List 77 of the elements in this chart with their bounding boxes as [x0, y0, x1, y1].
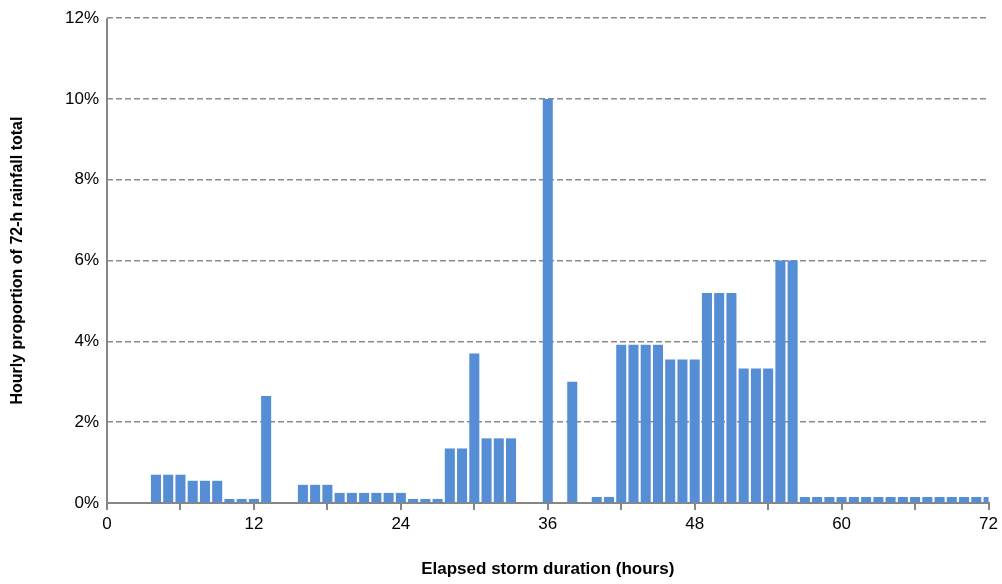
bar — [848, 496, 859, 503]
bar — [787, 260, 798, 503]
bar — [199, 480, 210, 503]
bar — [824, 496, 835, 503]
bar — [297, 484, 308, 503]
y-tick-label: 10% — [64, 88, 99, 108]
bar — [371, 492, 382, 503]
bar — [261, 395, 272, 503]
bar — [493, 438, 504, 503]
bar — [775, 260, 786, 503]
bar — [910, 496, 921, 503]
bar — [469, 353, 480, 503]
bar — [922, 496, 933, 503]
bar — [506, 438, 517, 503]
bar — [946, 496, 957, 503]
bar — [738, 368, 749, 503]
bar — [359, 492, 370, 503]
x-tick-label: 36 — [538, 513, 558, 533]
bar — [150, 474, 161, 503]
bar — [567, 381, 578, 503]
bar — [481, 438, 492, 503]
bar — [861, 496, 872, 503]
bar — [395, 492, 406, 503]
x-axis-title: Elapsed storm duration (hours) — [421, 559, 675, 579]
y-axis-title: Hourly proportion of 72-h rainfall total — [8, 116, 26, 405]
bar — [714, 292, 725, 503]
bar — [812, 496, 823, 503]
x-tick-label: 72 — [979, 513, 999, 533]
bar — [836, 496, 847, 503]
bar — [432, 498, 443, 503]
bar — [408, 498, 419, 503]
x-tick-label: 24 — [391, 513, 411, 533]
bar — [457, 448, 468, 503]
bar — [677, 359, 688, 503]
x-tick-label: 48 — [685, 513, 705, 533]
bar — [726, 292, 737, 503]
bar — [334, 492, 345, 503]
bar — [542, 99, 553, 503]
bar — [934, 496, 945, 503]
bar — [640, 344, 651, 503]
bar — [248, 498, 259, 503]
bar — [959, 496, 970, 503]
bar — [310, 484, 321, 503]
bar — [163, 474, 174, 503]
bar — [212, 480, 223, 503]
bar — [444, 448, 455, 503]
x-tick-label: 0 — [102, 513, 112, 533]
x-tick-label: 12 — [244, 513, 264, 533]
bar — [750, 368, 761, 503]
bar — [187, 480, 198, 503]
y-tick-label: 8% — [74, 169, 99, 189]
bar — [897, 496, 908, 503]
bar — [603, 496, 615, 503]
bar — [701, 292, 712, 503]
bar — [799, 496, 810, 503]
bar — [665, 359, 676, 503]
y-tick-label: 12% — [64, 7, 99, 27]
y-tick-label: 6% — [74, 250, 99, 270]
bar — [616, 344, 627, 503]
bar — [689, 359, 700, 503]
bar — [652, 344, 663, 503]
bar — [346, 492, 357, 503]
bar — [224, 498, 235, 503]
bar — [236, 498, 247, 503]
bar — [383, 492, 394, 503]
bar — [628, 344, 639, 503]
bar — [322, 484, 333, 503]
bar — [885, 496, 896, 503]
y-tick-label: 4% — [74, 331, 99, 351]
y-tick-label: 0% — [74, 492, 99, 512]
x-tick-label: 60 — [832, 513, 852, 533]
bar — [420, 498, 431, 503]
bar — [763, 368, 774, 503]
y-tick-label: 2% — [74, 411, 99, 431]
bar — [175, 474, 186, 503]
bar — [873, 496, 884, 503]
bar — [591, 496, 602, 503]
